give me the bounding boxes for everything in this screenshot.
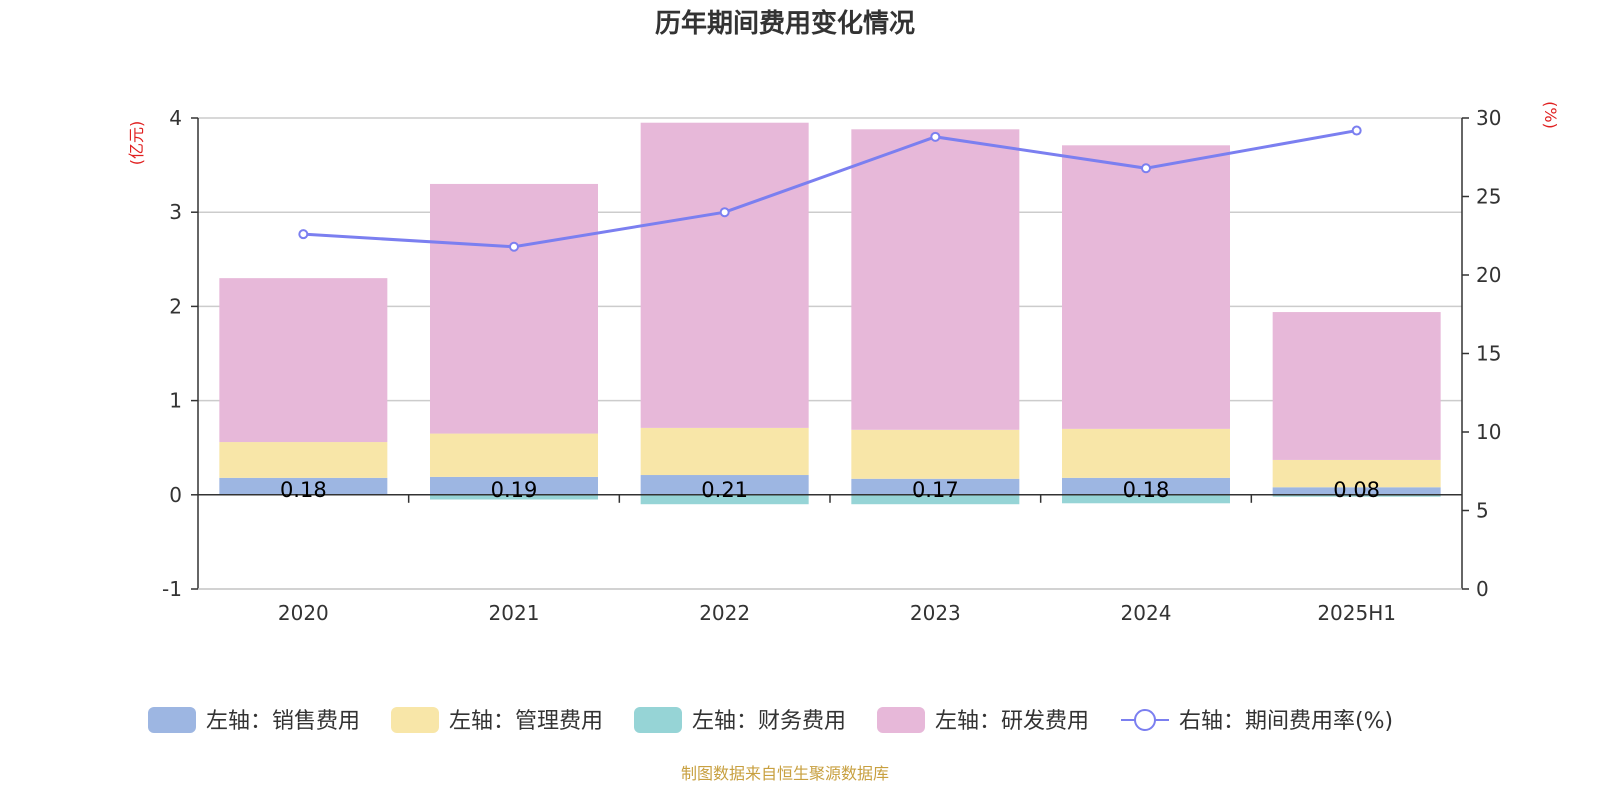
x-axis-tick-label: 2021 — [489, 601, 540, 625]
legend-label: 左轴：管理费用 — [449, 709, 603, 734]
right-axis-tick-label: 30 — [1476, 106, 1501, 130]
expense-rate-point — [298, 229, 309, 240]
legend-label: 右轴：期间费用率(%) — [1179, 709, 1393, 734]
expense-rate-point — [719, 207, 730, 218]
expense-rate-point — [930, 131, 941, 142]
x-axis-tick-label: 2025H1 — [1317, 601, 1396, 625]
bar--segment — [1062, 477, 1230, 495]
left-axis-tick-label: 1 — [169, 389, 182, 413]
x-axis-tick-label: 2023 — [910, 601, 961, 625]
expense-rate-line — [303, 129, 1357, 249]
right-axis-tick-label: 0 — [1476, 577, 1489, 601]
bar--segment — [640, 494, 809, 505]
bar--segment — [1272, 312, 1441, 460]
x-axis-tick-label: 2024 — [1121, 601, 1172, 625]
chart-title: 历年期间费用变化情况 — [655, 8, 915, 39]
legend-swatch — [391, 707, 439, 733]
left-axis-tick-label: -1 — [162, 577, 182, 601]
expense-rate-point — [1351, 125, 1362, 136]
left-axis-tick-label: 3 — [169, 200, 182, 224]
bar--segment — [1272, 494, 1441, 497]
left-axis-unit: (亿元) — [127, 121, 146, 166]
bar--segment — [1062, 145, 1230, 429]
x-axis-tick-label: 2022 — [699, 601, 750, 625]
left-axis-tick-label: 0 — [169, 483, 182, 507]
bar--segment — [1062, 494, 1230, 504]
bar-data-label: 0.18 — [280, 478, 327, 502]
bar--segment — [640, 427, 809, 476]
bar--segment — [851, 129, 1020, 430]
bar--segment — [430, 494, 598, 500]
right-axis-tick-label: 10 — [1476, 420, 1501, 444]
bar--segment — [851, 494, 1020, 505]
bar--segment — [1062, 428, 1230, 478]
legend-swatch — [148, 707, 196, 733]
bar--segment — [430, 183, 598, 434]
legend-label: 左轴：财务费用 — [692, 709, 846, 734]
left-axis-tick-label: 2 — [169, 294, 182, 318]
legend-label: 左轴：销售费用 — [206, 709, 360, 734]
right-axis-tick-label: 25 — [1476, 185, 1501, 209]
right-axis-tick-label: 15 — [1476, 342, 1501, 366]
bar--segment — [640, 122, 809, 428]
bar--segment — [851, 478, 1020, 495]
x-axis-tick-label: 2020 — [278, 601, 329, 625]
right-axis-unit: (%) — [1541, 101, 1560, 129]
bar--segment — [430, 433, 598, 477]
bar-data-label: 0.18 — [1123, 478, 1170, 502]
left-axis-tick-label: 4 — [169, 106, 182, 130]
bar--segment — [851, 429, 1020, 479]
legend-line-marker — [1134, 709, 1156, 731]
legend-label: 左轴：研发费用 — [935, 709, 1089, 734]
bar--segment — [1272, 459, 1441, 488]
bar-data-label: 0.08 — [1333, 478, 1380, 502]
bar--segment — [1272, 487, 1441, 495]
data-source-note: 制图数据来自恒生聚源数据库 — [681, 764, 889, 783]
bar--segment — [430, 476, 598, 495]
right-axis-tick-label: 5 — [1476, 499, 1489, 523]
bar-data-label: 0.19 — [491, 478, 538, 502]
bar--segment — [219, 477, 388, 495]
expense-rate-point — [1141, 163, 1151, 174]
bar--segment — [219, 442, 388, 478]
legend-swatch — [634, 707, 682, 733]
bar-data-label: 0.17 — [912, 478, 959, 502]
legend-swatch — [877, 707, 925, 733]
bar--segment — [219, 278, 388, 443]
right-axis-tick-label: 20 — [1476, 263, 1501, 287]
bar-data-label: 0.21 — [701, 478, 748, 502]
expense-rate-point — [509, 241, 519, 252]
bar--segment — [640, 475, 809, 495]
